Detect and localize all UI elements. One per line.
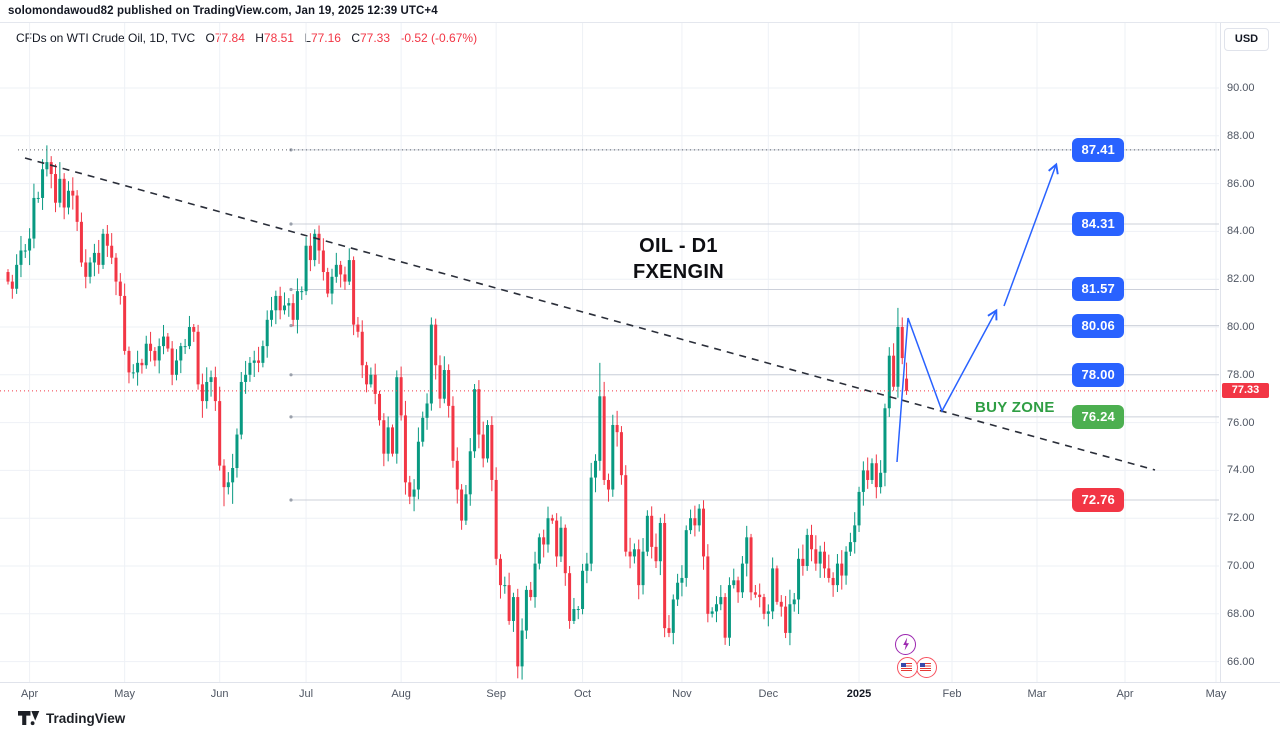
symbol-title: CFDs on WTI Crude Oil, 1D, TVC: [16, 31, 196, 45]
price-level-badge[interactable]: 78.00: [1072, 362, 1124, 387]
candlesticks: [6, 145, 909, 680]
price-level-rays: [289, 148, 1219, 502]
time-axis-label: Nov: [672, 688, 692, 700]
economic-event-lightning-icon[interactable]: [895, 634, 916, 655]
price-level-badge[interactable]: 72.76: [1072, 488, 1124, 513]
ohlc-high: H78.51: [255, 31, 294, 45]
price-axis-label: 70.00: [1227, 560, 1255, 572]
time-axis-label: May: [114, 688, 136, 700]
time-axis-label: Jun: [210, 688, 229, 700]
time-axis-label: Jul: [299, 688, 314, 700]
tradingview-logo-text: TradingView: [46, 711, 126, 726]
time-axis-label: Mar: [1027, 688, 1047, 700]
gridlines: [0, 23, 1219, 682]
price-axis-label: 74.00: [1227, 464, 1255, 477]
price-axis-label: 78.00: [1227, 368, 1255, 381]
time-axis-label: Aug: [391, 688, 411, 700]
time-axis-label: May: [1205, 688, 1227, 700]
price-axis-label: 82.00: [1227, 273, 1255, 286]
price-axis-label: 84.00: [1227, 225, 1255, 238]
price-level-badge[interactable]: 84.31: [1072, 211, 1124, 236]
currency-toggle-button[interactable]: USD: [1224, 28, 1269, 51]
chart-title-annotation: OIL - D1 FXENGIN: [596, 233, 761, 285]
publish-header: solomondawoud82 published on TradingView…: [8, 5, 438, 17]
time-axis-label: Dec: [758, 688, 779, 700]
title-line-1: OIL - D1: [639, 235, 718, 257]
projection-arrows[interactable]: [896, 162, 1059, 463]
price-axis-label: 72.00: [1227, 512, 1255, 525]
change-value: -0.52 (-0.67%): [400, 31, 478, 45]
time-axis-label: 2025: [846, 688, 872, 700]
dotted-level-lines: [0, 149, 1219, 392]
price-axis-label: 86.00: [1227, 177, 1255, 190]
time-axis-label: Apr: [21, 688, 39, 700]
price-axis-label: 80.00: [1227, 321, 1255, 333]
time-axis-label: Apr: [1116, 688, 1134, 700]
us-flag-event-icon[interactable]: [916, 657, 937, 678]
price-axis-label: 76.00: [1227, 416, 1255, 429]
ohlc-low: L77.16: [304, 31, 341, 45]
price-axis-separator: [1220, 23, 1221, 682]
descending-trendline[interactable]: [24, 157, 1156, 471]
price-level-badge[interactable]: 80.06: [1072, 313, 1124, 338]
price-level-badge[interactable]: 81.57: [1072, 277, 1124, 302]
title-line-2: FXENGIN: [633, 261, 724, 283]
us-flag: [901, 663, 913, 671]
tradingview-attribution[interactable]: TradingView: [18, 711, 125, 726]
current-price-label: 77.33: [1222, 383, 1269, 399]
price-axis-label: 68.00: [1227, 607, 1255, 620]
time-axis-label: Sep: [486, 688, 506, 700]
time-axis-label: Oct: [573, 688, 592, 700]
time-axis-separator: [0, 682, 1280, 683]
header-divider: [0, 22, 1280, 23]
time-axis-label: Feb: [942, 688, 962, 700]
price-axis-label: 88.00: [1227, 129, 1255, 142]
ohlc-close: C77.33: [351, 31, 391, 45]
chart-legend[interactable]: CFDs on WTI Crude Oil, 1D, TVC O77.84 H7…: [16, 31, 477, 45]
price-axis-label: 90.00: [1227, 82, 1255, 94]
price-axis-label: 66.00: [1227, 655, 1255, 668]
buy-zone-label: BUY ZONE: [975, 399, 1055, 416]
us-flag-event-icon[interactable]: [897, 657, 918, 678]
us-flag: [920, 663, 932, 671]
price-level-badge[interactable]: 87.41: [1072, 137, 1124, 162]
ohlc-open: O77.84: [205, 31, 245, 45]
price-level-badge[interactable]: 76.24: [1072, 404, 1124, 429]
tradingview-logo-icon: [18, 711, 40, 726]
